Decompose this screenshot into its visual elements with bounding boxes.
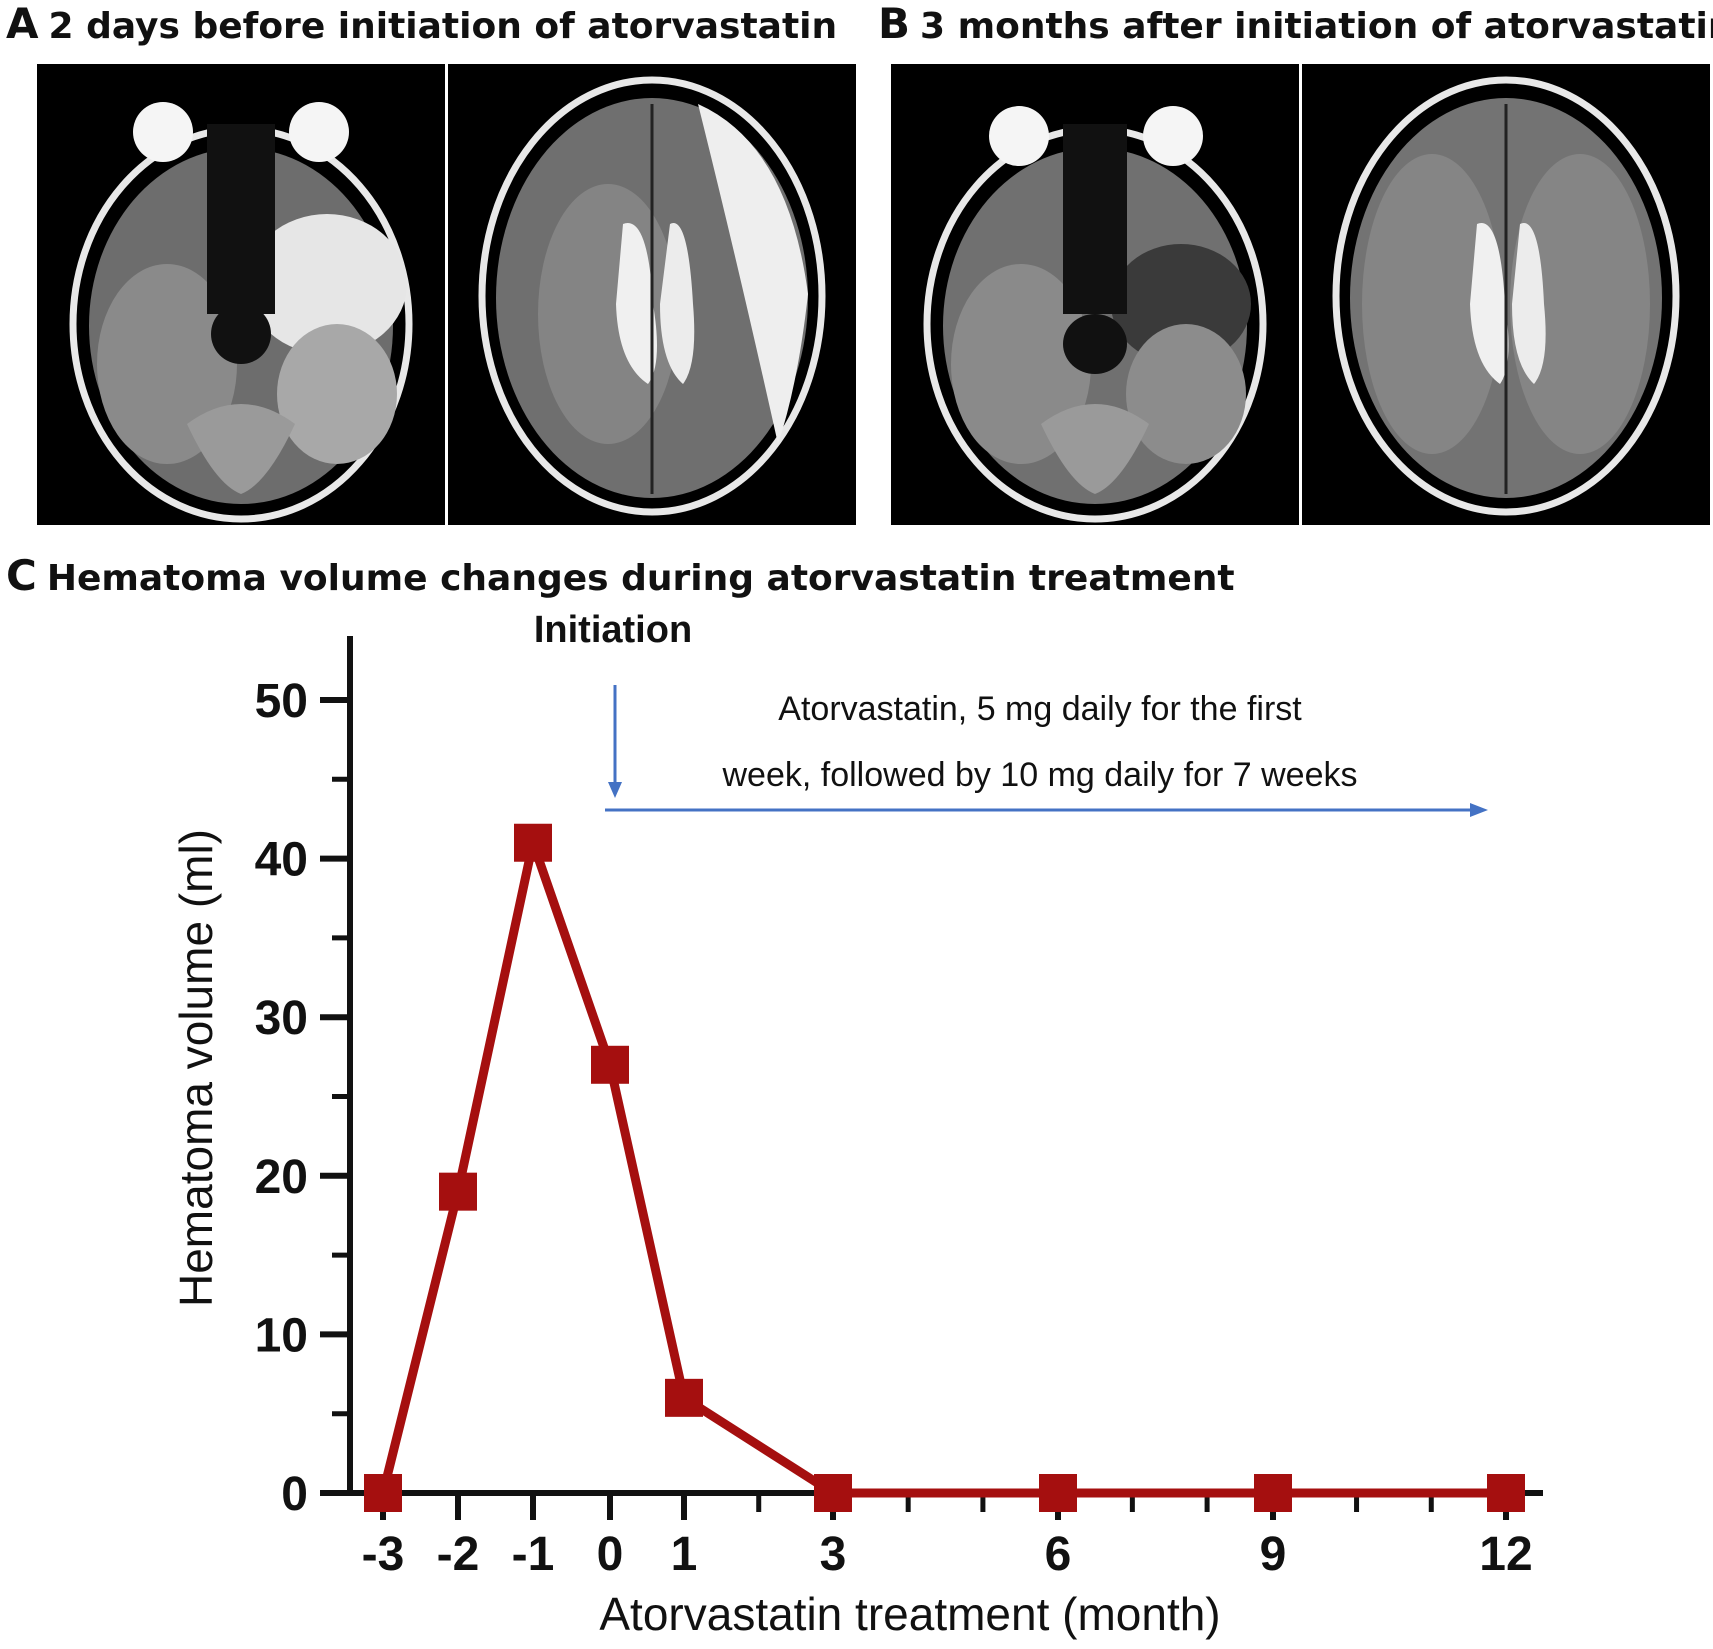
data-point-month-3	[814, 1474, 852, 1512]
mri-a-ventricles	[448, 64, 856, 525]
x-tick-label: -3	[362, 1528, 405, 1581]
y-tick-label: 20	[255, 1151, 308, 1204]
hematoma-volume-chart: Initiation Atorvastatin, 5 mg daily for …	[170, 609, 1543, 1640]
panel-c-letter: C	[6, 551, 37, 600]
y-tick-label: 0	[281, 1468, 308, 1521]
data-point-month-12	[1487, 1474, 1525, 1512]
data-point-month-1	[665, 1378, 703, 1417]
panel-a-letter: A	[6, 0, 39, 48]
data-point-month-0	[591, 1045, 629, 1084]
x-tick-label: -2	[437, 1528, 480, 1581]
panel-b-letter: B	[878, 0, 911, 48]
initiation-label: Initiation	[534, 609, 692, 651]
mri-a-skull-base	[37, 64, 445, 525]
x-tick-label: -1	[512, 1528, 555, 1581]
panel-c-heading: C Hematoma volume changes during atorvast…	[6, 555, 1235, 599]
treatment-duration-arrow-head	[1470, 803, 1488, 817]
x-tick-label: 1	[671, 1528, 698, 1581]
y-tick-label: 40	[255, 834, 308, 887]
data-point-month-6	[1039, 1474, 1077, 1512]
data-point-month--2	[439, 1172, 477, 1211]
series-line	[378, 838, 1506, 1498]
y-tick-label: 30	[255, 992, 308, 1045]
panel-a-title: 2 days before initiation of atorvastatin	[48, 6, 838, 47]
mri-b-skull-base	[891, 64, 1299, 525]
dose-text-line1: Atorvastatin, 5 mg daily for the first	[778, 690, 1302, 728]
data-point-month--3	[364, 1474, 402, 1512]
x-tick-label: 0	[597, 1528, 624, 1581]
x-tick-label: 6	[1045, 1528, 1072, 1581]
panel-b-title: 3 months after initiation of atorvastati…	[920, 6, 1713, 47]
y-tick-label: 50	[255, 675, 308, 728]
dose-text-line2: week, followed by 10 mg daily for 7 week…	[722, 756, 1358, 794]
x-axis-label: Atorvastatin treatment (month)	[599, 1588, 1220, 1640]
data-point-month--1	[514, 823, 552, 862]
panel-c-title: Hematoma volume changes during atorvasta…	[46, 558, 1235, 599]
x-tick-label: 3	[820, 1528, 847, 1581]
initiation-arrow-head	[608, 782, 622, 798]
y-axis-label: Hematoma volume (ml)	[170, 829, 222, 1307]
x-tick-label: 9	[1260, 1528, 1287, 1581]
mri-b-ventricles	[1302, 64, 1710, 525]
data-point-month-9	[1254, 1474, 1292, 1512]
y-tick-label: 10	[255, 1309, 308, 1362]
x-tick-label: 12	[1479, 1528, 1532, 1581]
